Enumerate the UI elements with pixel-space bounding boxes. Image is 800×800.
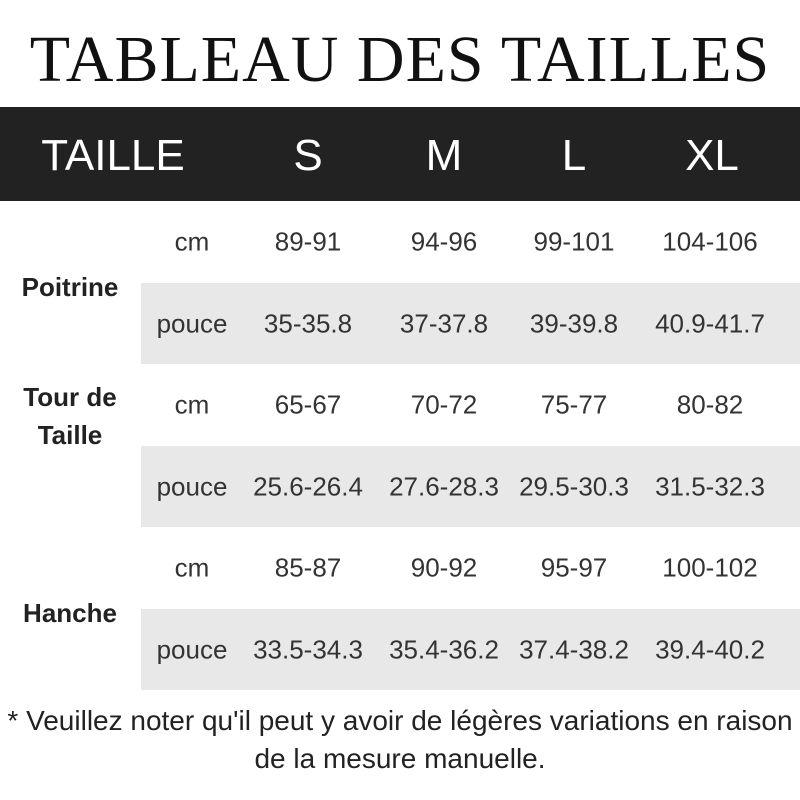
table-cell: 89-91 [274,226,342,257]
unit-label: pouce [156,308,228,339]
table-cell: 80-82 [676,389,744,420]
unit-label: cm [174,552,210,583]
table-cell: 35-35.8 [263,308,353,339]
unit-label: pouce [156,471,228,502]
table-cell: 33.5-34.3 [253,634,363,665]
table-cell: 99-101 [533,226,615,257]
row-band [141,283,800,364]
table-cell: 31.5-32.3 [655,471,765,502]
table-cell: 35.4-36.2 [389,634,499,665]
table-cell: 39.4-40.2 [655,634,765,665]
header-cell: S [293,131,323,180]
table-cell: 29.5-30.3 [519,471,629,502]
table-cell: 70-72 [410,389,478,420]
group-label: Tour de Taille [23,382,117,450]
row-band [141,609,800,690]
table-cell: 100-102 [662,552,758,583]
table-cell: 94-96 [410,226,478,257]
table-cell: 75-77 [540,389,608,420]
table-cell: 90-92 [410,552,478,583]
table-cell: 27.6-28.3 [389,471,499,502]
table-cell: 37.4-38.2 [519,634,629,665]
table-header: TAILLE S M L XL [0,107,800,201]
table-cell: 95-97 [540,552,608,583]
unit-label: pouce [156,634,228,665]
table-cell: 65-67 [274,389,342,420]
unit-label: cm [174,389,210,420]
table-cell: 25.6-26.4 [253,471,363,502]
row-band [141,446,800,527]
table-cell: 85-87 [274,552,342,583]
header-cell: XL [685,131,739,180]
header-cell: M [425,131,463,180]
table-cell: 40.9-41.7 [655,308,765,339]
footnote: * Veuillez noter qu'il peut y avoir de l… [7,705,793,774]
unit-label: cm [174,226,210,257]
page-title: TABLEAU DES TAILLES [29,23,771,96]
table-cell: 37-37.8 [399,308,489,339]
header-cell: TAILLE [41,131,185,180]
table-cell: 104-106 [662,226,758,257]
table-cell: 39-39.8 [529,308,619,339]
group-label: Poitrine [21,272,119,302]
header-cell: L [561,131,587,180]
group-label: Hanche [23,598,117,628]
